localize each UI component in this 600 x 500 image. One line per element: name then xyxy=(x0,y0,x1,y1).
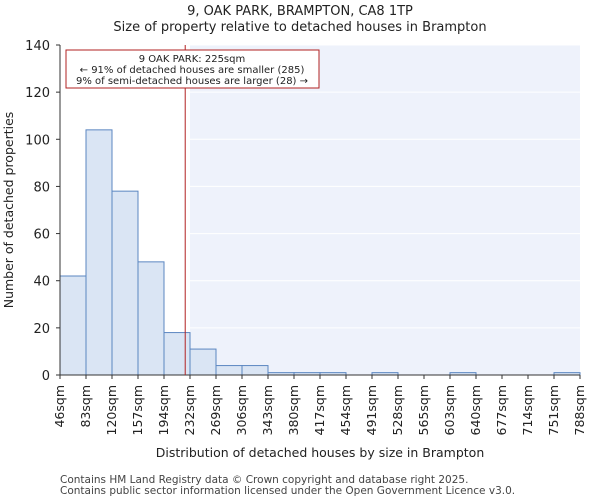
y-tick-label: 140 xyxy=(25,39,50,54)
x-tick-label: 194sqm xyxy=(156,385,171,435)
annotation-line1: 9 OAK PARK: 225sqm xyxy=(139,54,245,65)
bar-157sqm xyxy=(137,261,165,376)
x-axis-title: Distribution of detached houses by size … xyxy=(156,445,485,460)
x-tick-label: 343sqm xyxy=(260,385,275,435)
x-tick-label: 788sqm xyxy=(572,385,587,435)
footer-line2: Contains public sector information licen… xyxy=(60,485,516,497)
x-tick-label: 46sqm xyxy=(52,385,67,428)
y-tick-label: 100 xyxy=(25,133,50,148)
x-tick-label: 306sqm xyxy=(234,385,249,435)
x-tick-label: 565sqm xyxy=(416,385,431,435)
y-axis-title: Number of detached properties xyxy=(1,112,16,309)
x-tick-label: 491sqm xyxy=(364,385,379,435)
footer-line1: Contains HM Land Registry data © Crown c… xyxy=(60,474,469,486)
x-tick-label: 454sqm xyxy=(338,385,353,435)
x-tick-label: 120sqm xyxy=(104,385,119,435)
x-tick-label: 677sqm xyxy=(494,385,509,435)
x-tick-label: 232sqm xyxy=(182,385,197,435)
chart-title-line2: Size of property relative to detached ho… xyxy=(113,20,487,35)
x-tick-label: 640sqm xyxy=(468,385,483,435)
x-tick-label: 269sqm xyxy=(208,385,223,435)
annotation-box xyxy=(65,49,320,89)
bar-120sqm xyxy=(111,190,139,376)
y-tick-label: 20 xyxy=(33,322,50,337)
x-tick-label: 528sqm xyxy=(390,385,405,435)
y-tick-label: 120 xyxy=(25,86,50,101)
bar-46sqm xyxy=(59,275,87,376)
x-tick-label: 380sqm xyxy=(286,385,301,435)
annotation-line2: ← 91% of detached houses are smaller (28… xyxy=(80,65,305,76)
annotation-line3: 9% of semi-detached houses are larger (2… xyxy=(76,76,308,87)
chart-title-line1: 9, OAK PARK, BRAMPTON, CA8 1TP xyxy=(187,4,413,19)
bar-83sqm xyxy=(85,129,113,376)
y-tick-label: 60 xyxy=(33,228,50,243)
y-tick-label: 0 xyxy=(42,369,50,384)
x-tick-label: 83sqm xyxy=(78,385,93,428)
x-tick-label: 157sqm xyxy=(130,385,145,435)
x-tick-label: 714sqm xyxy=(520,385,535,435)
x-tick-label: 417sqm xyxy=(312,385,327,435)
y-tick-label: 80 xyxy=(33,180,50,195)
highlight-region xyxy=(190,45,580,375)
bar-232sqm xyxy=(189,348,217,376)
bar-194sqm xyxy=(163,332,191,376)
y-tick-label: 40 xyxy=(33,275,50,290)
bar-306sqm xyxy=(241,365,269,376)
x-tick-label: 603sqm xyxy=(442,385,457,435)
bar-269sqm xyxy=(215,365,243,376)
x-tick-label: 751sqm xyxy=(546,385,561,435)
